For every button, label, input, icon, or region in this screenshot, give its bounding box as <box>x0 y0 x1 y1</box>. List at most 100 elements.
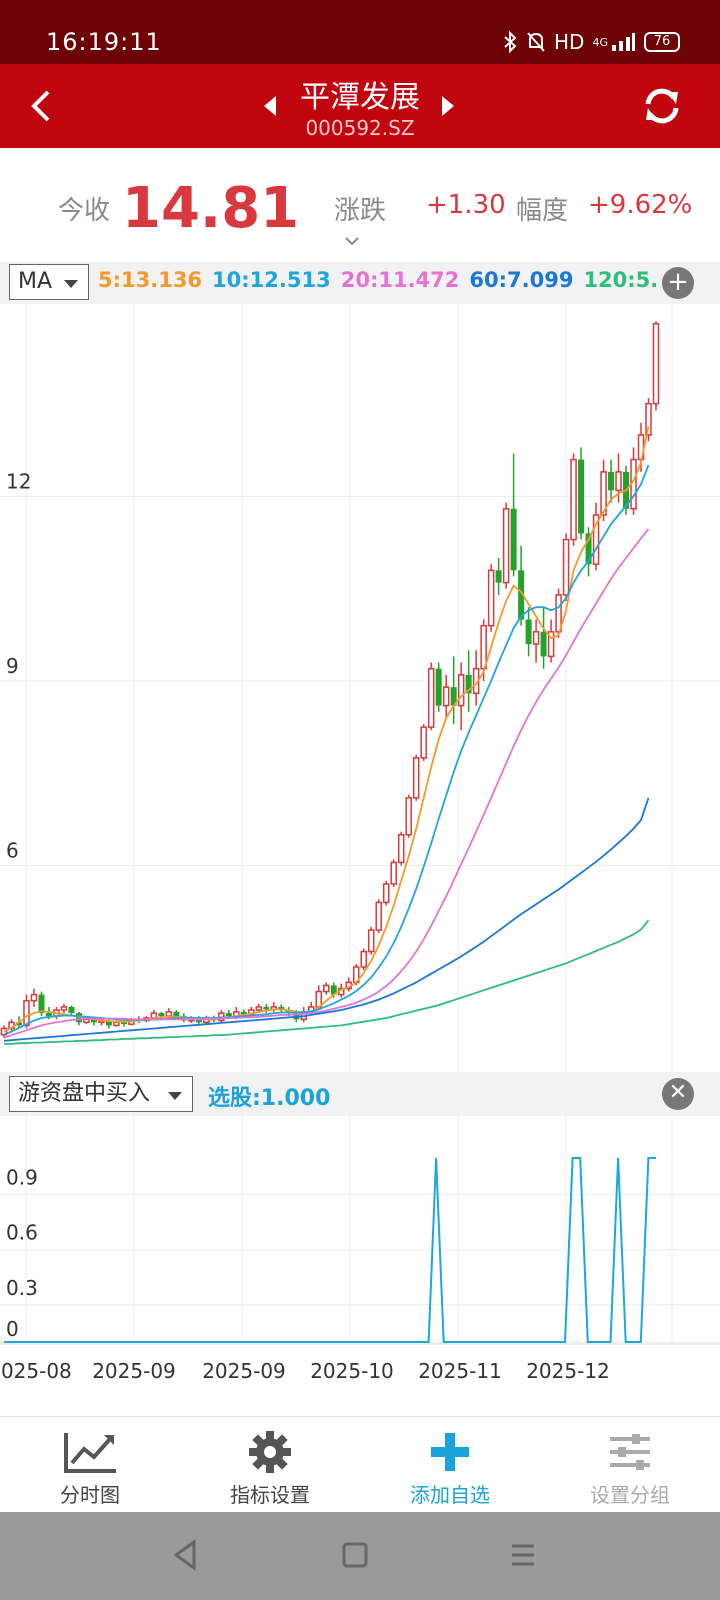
candle-body-up <box>405 797 412 836</box>
candle-body-up <box>83 1018 90 1024</box>
y-tick-label: 12 <box>6 470 31 494</box>
candle-body-up <box>0 1027 8 1036</box>
tab-label: 设置分组 <box>590 1483 670 1507</box>
ma-value-0: 5:13.136 <box>98 268 203 292</box>
back-triangle-icon[interactable] <box>170 1538 200 1572</box>
tab-label: 分时图 <box>60 1483 120 1507</box>
tab-add-watchlist[interactable]: 添加自选 <box>360 1417 540 1513</box>
candle-body-down <box>608 471 615 491</box>
close-label: 今收 <box>58 196 111 226</box>
x-tick-label: 2025-09 <box>92 1359 176 1383</box>
tab-time-chart[interactable]: 分时图 <box>0 1417 180 1513</box>
candle-body-up <box>600 471 607 516</box>
candle-body-up <box>390 861 397 885</box>
close-price: 14.81 <box>122 176 300 241</box>
signal-type-label: 4G <box>592 35 608 49</box>
candle-body-down <box>540 631 547 657</box>
tab-set-group[interactable]: 设置分组 <box>540 1417 720 1513</box>
candle-body-up <box>23 1000 30 1027</box>
candle-body-down <box>225 1013 232 1017</box>
signal-line <box>4 1157 656 1343</box>
signal-bars-icon <box>612 33 635 51</box>
ma-line-60 <box>3 797 650 1042</box>
y-tick-label: 0 <box>6 1317 19 1341</box>
back-arrow-icon[interactable] <box>22 84 62 128</box>
bottom-tab-bar: 分时图 指标设置 <box>0 1416 720 1512</box>
candle-body-up <box>502 508 510 584</box>
candle-body-down <box>263 1006 270 1010</box>
ma-values: 5:13.136 10:12.513 20:11.472 60:7.099 120:5.… <box>98 268 656 292</box>
candle-body-down <box>465 674 472 694</box>
candle-body-up <box>645 402 652 436</box>
candle-body-down <box>278 1006 285 1011</box>
candle-body-down <box>173 1011 180 1017</box>
prev-stock-arrow-icon[interactable] <box>262 94 278 118</box>
ma-value-2: 20:11.472 <box>340 268 460 292</box>
candle-body-down <box>435 668 442 706</box>
candle-body-up <box>442 686 450 707</box>
candle-body-up <box>255 1006 263 1011</box>
candle-body-down <box>195 1019 202 1023</box>
plus-icon <box>431 1433 469 1471</box>
candle-body-up <box>547 631 555 658</box>
chevron-down-icon[interactable] <box>344 236 360 248</box>
candle-body-down <box>15 1022 22 1026</box>
candle-body-up <box>323 984 330 993</box>
dropdown-arrow-icon <box>168 1092 182 1100</box>
network-hd-label: HD <box>554 30 585 54</box>
candle-body-up <box>367 929 375 953</box>
indicator-chart[interactable]: 0.9 0.6 0.3 0 2025-08 2025-09 2025-09 2025-10 20… <box>0 1116 720 1416</box>
x-tick-label: 2025-09 <box>202 1359 286 1383</box>
candle-body-up <box>113 1021 120 1027</box>
candle-body-down <box>585 533 592 565</box>
candle-body-up <box>375 901 382 931</box>
candle-body-up <box>412 757 420 799</box>
candle-body-up <box>570 458 577 541</box>
next-stock-arrow-icon[interactable] <box>440 94 456 118</box>
candle-body-down <box>45 1013 52 1017</box>
x-tick-label: 2025-08 <box>0 1359 72 1383</box>
candle-body-up <box>487 569 495 627</box>
indicator-value: 选股:1.000 <box>208 1086 331 1111</box>
tab-indicator-settings[interactable]: 指标设置 <box>180 1417 360 1513</box>
stock-code: 000592.SZ <box>305 116 415 140</box>
candle-body-down <box>38 994 45 1014</box>
candle-body-down <box>105 1020 112 1026</box>
y-tick-label: 6 <box>6 839 19 863</box>
bell-muted-icon <box>527 32 545 52</box>
home-square-icon[interactable] <box>340 1538 370 1572</box>
indicator-selector-label: 游资盘中买入 <box>18 1081 151 1106</box>
change-label: 涨跌 <box>334 196 387 226</box>
candlestick-chart[interactable]: 12 9 6 <box>0 304 720 1072</box>
candle-body-up <box>457 674 465 707</box>
candle-body-down <box>68 1006 75 1014</box>
candle-body-up <box>615 471 622 492</box>
y-tick-label: 9 <box>6 654 19 678</box>
y-tick-label: 0.3 <box>6 1276 38 1300</box>
candle-body-down <box>525 619 532 645</box>
candle-body-up <box>420 726 427 759</box>
x-tick-label: 2025-10 <box>310 1359 394 1383</box>
ma-line-5 <box>3 426 650 1033</box>
candle-body-up <box>480 624 487 670</box>
indicator-selector-dropdown[interactable]: 游资盘中买入 <box>9 1076 193 1112</box>
trend-chart-icon <box>64 1433 116 1473</box>
candle-body-down <box>158 1013 165 1017</box>
ma-line-20 <box>3 528 650 1039</box>
gear-icon <box>249 1431 291 1473</box>
refresh-icon[interactable] <box>640 84 684 128</box>
candle-body-down <box>285 1010 292 1014</box>
sliders-icon <box>610 1434 650 1470</box>
stock-name: 平潭发展 <box>300 80 420 115</box>
candle-body-up <box>427 667 435 728</box>
plus-circle-icon[interactable]: + <box>662 267 694 299</box>
pct-value: +9.62% <box>588 190 693 220</box>
status-bar: 16:19:11 HD 4G 76 <box>0 0 720 64</box>
candle-body-up <box>652 322 660 405</box>
change-value: +1.30 <box>426 190 506 220</box>
menu-lines-icon[interactable] <box>508 1538 538 1572</box>
ma-selector-dropdown[interactable]: MA <box>9 264 89 300</box>
x-tick-label: 2025-12 <box>526 1359 610 1383</box>
close-circle-icon[interactable]: ✕ <box>662 1078 694 1110</box>
tab-label: 添加自选 <box>410 1483 490 1507</box>
